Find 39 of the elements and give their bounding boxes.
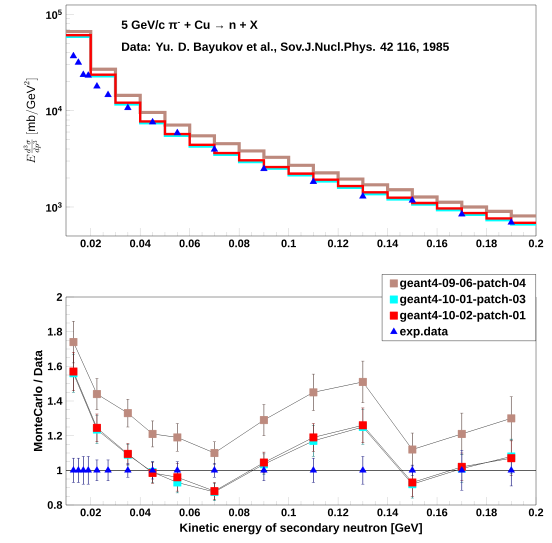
x-tick-label: 0.16: [426, 240, 448, 248]
y-tick-label: 0.8: [48, 501, 62, 509]
x-tick-label: 0.08: [228, 240, 250, 248]
y-axis-title: MonteCarlo / Data: [34, 350, 42, 452]
y-tick-label: 10$^{5}$: [46, 10, 62, 19]
x-tick-label: 0.16: [426, 508, 448, 516]
x-axis-title: Kinetic energy of secondary neutron [GeV]: [180, 523, 422, 534]
annotation: Data: Yu. D. Bayukov et al., Sov.J.Nucl.Phys. 42 116, 1985: [122, 42, 449, 54]
x-tick-label: 0.2: [528, 508, 544, 516]
y-tick-label: 1.4: [48, 397, 62, 405]
y-tick-label: 10$^{4}$: [46, 106, 62, 116]
x-tick-label: 0.06: [179, 508, 200, 516]
annotation: 5 GeV/c π$^{-}$ + Cu → n + X: [122, 20, 258, 30]
x-tick-label: 0.06: [179, 240, 200, 248]
y-axis-title: $E\frac{d^{3}\sigma}{dp^{3}}\;[\mathrm{mb/GeV}^{2}]$: [24, 78, 41, 164]
legend-label: exp.data: [400, 326, 448, 338]
y-tick-label: 10$^{3}$: [46, 202, 62, 212]
x-tick-label: 0.12: [328, 508, 348, 516]
y-tick-label: 1: [57, 466, 62, 474]
x-tick-label: 0.18: [476, 240, 497, 248]
y-tick-label: 1.8: [48, 328, 62, 336]
x-tick-label: 0.02: [80, 508, 101, 516]
y-tick-label: 2: [56, 293, 62, 301]
x-tick-label: 0.14: [377, 240, 398, 248]
legend-label: geant4-10-02-patch-01: [400, 310, 526, 322]
x-tick-label: 0.12: [328, 240, 348, 248]
x-tick-label: 0.1: [281, 508, 296, 516]
y-tick-label: 1.2: [48, 432, 62, 440]
x-tick-label: 0.2: [528, 240, 544, 248]
x-tick-label: 0.1: [281, 240, 296, 248]
legend-label: geant4-09-06-patch-04: [400, 278, 526, 290]
legend-label: geant4-10-01-patch-03: [400, 294, 526, 306]
y-tick-label: 1.6: [48, 362, 62, 370]
x-tick-label: 0.04: [130, 240, 151, 248]
x-tick-label: 0.14: [377, 508, 398, 516]
x-tick-label: 0.18: [476, 508, 497, 516]
x-tick-label: 0.08: [228, 508, 250, 516]
x-tick-label: 0.04: [130, 508, 151, 516]
x-tick-label: 0.02: [80, 240, 101, 248]
